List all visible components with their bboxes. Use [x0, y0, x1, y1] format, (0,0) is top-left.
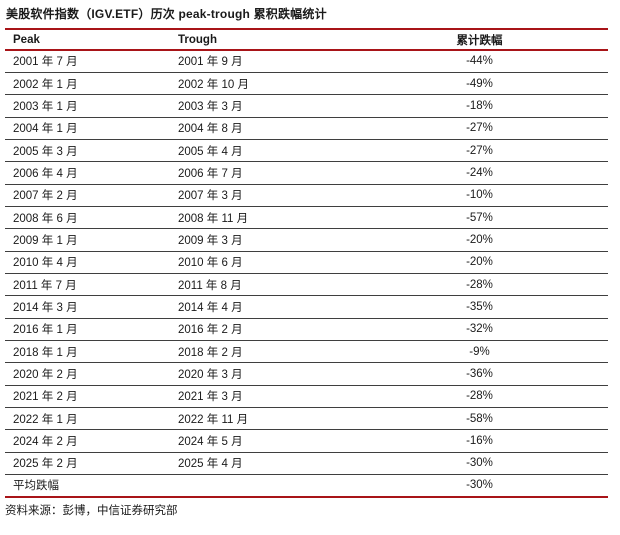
peak-cell: 2018 年 1 月	[5, 339, 170, 363]
drawdown-cell: -30%	[351, 451, 608, 475]
drawdown-cell: -35%	[351, 295, 608, 319]
peak-cell: 2016 年 1 月	[5, 317, 170, 341]
peak-cell: 2009 年 1 月	[5, 228, 170, 252]
peak-cell: 2006 年 4 月	[5, 161, 170, 185]
peak-cell: 2004 年 1 月	[5, 116, 170, 140]
table-row: 2011 年 7 月 2011 年 8 月 -28%	[5, 272, 608, 296]
peak-cell: 2002 年 1 月	[5, 71, 170, 95]
table-row: 2024 年 2 月 2024 年 5 月 -16%	[5, 429, 608, 453]
trough-cell: 2009 年 3 月	[170, 228, 351, 252]
col-header-drawdown: 累计跌幅	[351, 29, 608, 51]
table-row: 2014 年 3 月 2014 年 4 月 -35%	[5, 295, 608, 319]
trough-cell: 2016 年 2 月	[170, 317, 351, 341]
trough-cell: 2004 年 8 月	[170, 116, 351, 140]
table-row: 2010 年 4 月 2010 年 6 月 -20%	[5, 250, 608, 274]
summary-row: 平均跌幅 -30%	[5, 474, 608, 497]
drawdown-cell: -57%	[351, 205, 608, 229]
table-row: 2004 年 1 月 2004 年 8 月 -27%	[5, 116, 608, 140]
trough-cell: 2024 年 5 月	[170, 429, 351, 453]
trough-cell: 2002 年 10 月	[170, 71, 351, 95]
drawdown-cell: -32%	[351, 317, 608, 341]
table-row: 2018 年 1 月 2018 年 2 月 -9%	[5, 339, 608, 363]
trough-cell: 2010 年 6 月	[170, 250, 351, 274]
report-table-figure: 美股软件指数（IGV.ETF）历次 peak-trough 累积跌幅统计 Pea…	[5, 7, 608, 517]
trough-cell: 2006 年 7 月	[170, 161, 351, 185]
header-row: Peak Trough 累计跌幅	[5, 29, 608, 51]
source-note: 资料来源：彭博，中信证券研究部	[5, 504, 178, 517]
trough-cell: 2007 年 3 月	[170, 183, 351, 207]
drawdown-cell: -18%	[351, 94, 608, 118]
drawdown-cell: -44%	[466, 55, 493, 68]
table-title: 美股软件指数（IGV.ETF）历次 peak-trough 累积跌幅统计	[6, 7, 327, 21]
table-row: 2016 年 1 月 2016 年 2 月 -32%	[5, 317, 608, 341]
trough-cell: 2018 年 2 月	[170, 339, 351, 363]
drawdown-cell: -9%	[351, 339, 608, 363]
peak-cell: 2007 年 2 月	[5, 183, 170, 207]
col-header-trough: Trough	[170, 29, 351, 51]
peak-cell: 2024 年 2 月	[5, 429, 170, 453]
drawdown-cell: -36%	[351, 362, 608, 386]
peak-cell: 2025 年 2 月	[5, 451, 170, 475]
peak-cell: 平均跌幅	[5, 474, 170, 497]
peak-cell: 2005 年 3 月	[5, 138, 170, 162]
table-row: 2009 年 1 月 2009 年 3 月 -20%	[5, 228, 608, 252]
trough-cell: 2021 年 3 月	[170, 384, 351, 408]
table-row: 2003 年 1 月 2003 年 3 月 -18%	[5, 94, 608, 118]
table-row: 2022 年 1 月 2022 年 11 月 -58%	[5, 406, 608, 430]
trough-cell: 2008 年 11 月	[170, 205, 351, 229]
table-row: 2021 年 2 月 2021 年 3 月 -28%	[5, 384, 608, 408]
drawdown-cell: -10%	[351, 183, 608, 207]
table-row: 2002 年 1 月 2002 年 10 月 -49%	[5, 71, 608, 95]
drawdown-cell: -58%	[351, 406, 608, 430]
trough-cell: 2020 年 3 月	[170, 362, 351, 386]
table-row: 2006 年 4 月 2006 年 7 月 -24%	[5, 161, 608, 185]
peak-cell: 2021 年 2 月	[5, 384, 170, 408]
peak-cell: 2008 年 6 月	[5, 205, 170, 229]
trough-cell: 2011 年 8 月	[170, 272, 351, 296]
col-header-peak: Peak	[5, 29, 170, 51]
peak-cell: 2010 年 4 月	[5, 250, 170, 274]
trough-cell: 2005 年 4 月	[170, 138, 351, 162]
peak-cell: 2001 年 7 月	[13, 56, 78, 69]
trough-cell: 2014 年 4 月	[170, 295, 351, 319]
peak-cell: 2022 年 1 月	[5, 406, 170, 430]
trough-cell: 2001 年 9 月	[178, 56, 243, 69]
drawdown-cell: -20%	[351, 250, 608, 274]
table-row: 2008 年 6 月 2008 年 11 月 -57%	[5, 205, 608, 229]
drawdown-cell: -16%	[351, 429, 608, 453]
drawdown-cell: -49%	[351, 71, 608, 95]
drawdown-cell: -30%	[351, 474, 608, 497]
drawdown-cell: -20%	[351, 228, 608, 252]
trough-cell: 2025 年 4 月	[170, 451, 351, 475]
peak-cell: 2014 年 3 月	[5, 295, 170, 319]
trough-cell	[170, 474, 351, 497]
drawdown-cell: -28%	[351, 384, 608, 408]
drawdown-cell: -27%	[351, 138, 608, 162]
drawdown-cell: -24%	[351, 161, 608, 185]
drawdown-cell: -27%	[351, 116, 608, 140]
table-row: 2005 年 3 月 2005 年 4 月 -27%	[5, 138, 608, 162]
table-row: 2001 年 7 月 2001 年 9 月 -44%	[5, 50, 608, 72]
trough-cell: 2003 年 3 月	[170, 94, 351, 118]
peak-cell: 2020 年 2 月	[5, 362, 170, 386]
drawdown-cell: -28%	[351, 272, 608, 296]
trough-cell: 2022 年 11 月	[170, 406, 351, 430]
table-row: 2025 年 2 月 2025 年 4 月 -30%	[5, 451, 608, 475]
drawdown-table: Peak Trough 累计跌幅 2001 年 7 月 2001 年 9 月 -44…	[5, 28, 608, 498]
peak-cell: 2003 年 1 月	[5, 94, 170, 118]
table-row: 2020 年 2 月 2020 年 3 月 -36%	[5, 362, 608, 386]
table-row: 2007 年 2 月 2007 年 3 月 -10%	[5, 183, 608, 207]
peak-cell: 2011 年 7 月	[5, 272, 170, 296]
